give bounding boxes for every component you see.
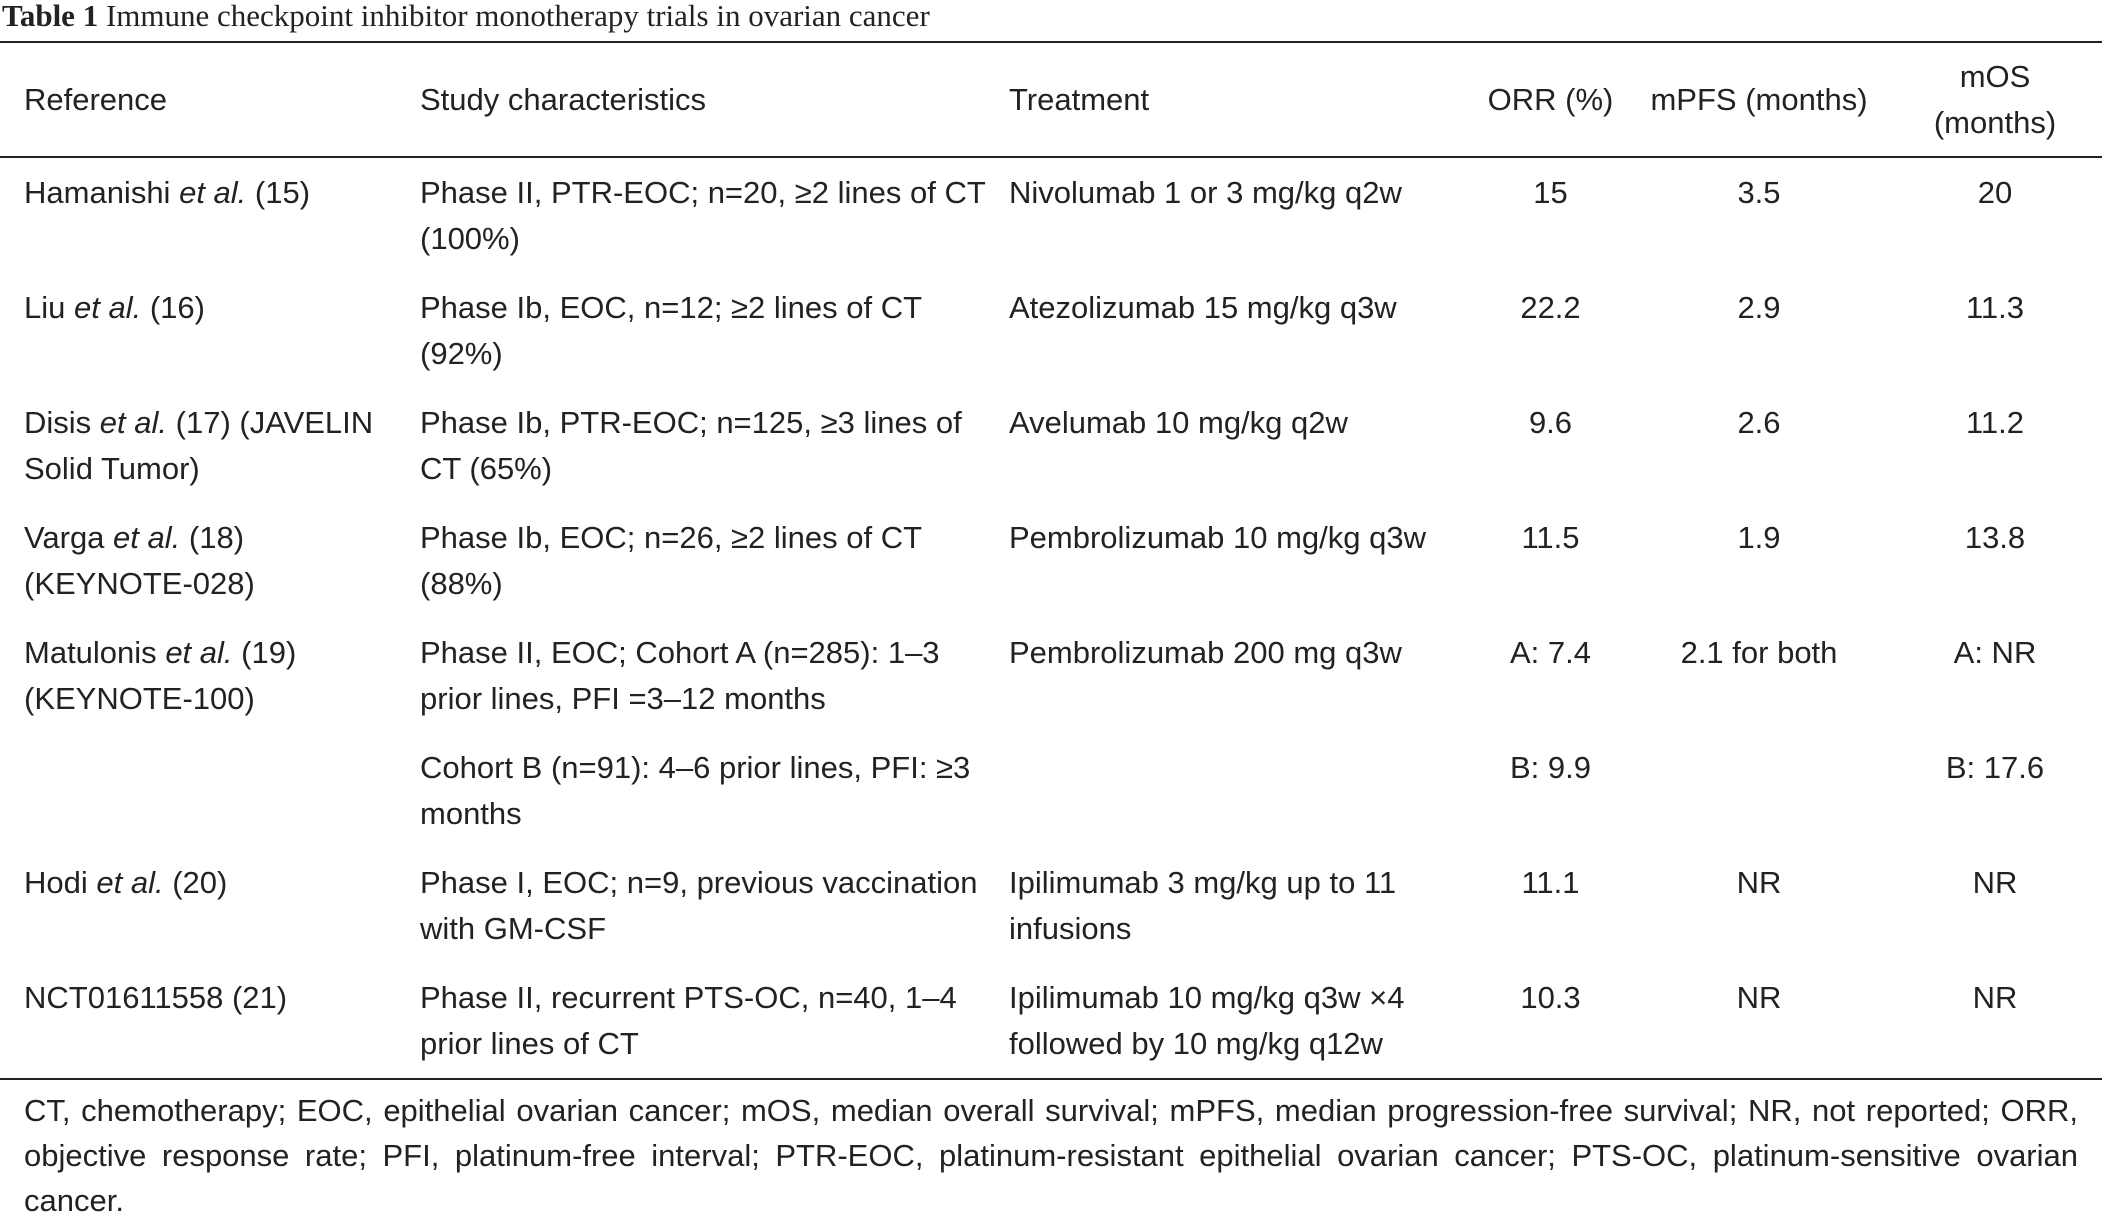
header-row: Reference Study characteristics Treatment O… <box>0 42 2102 157</box>
orr-cell: B: 9.9 <box>1510 750 1591 785</box>
author: Hodi <box>24 865 88 900</box>
author: Liu <box>24 290 66 325</box>
treatment-cell: Avelumab 10 mg/kg q2w <box>1009 405 1348 440</box>
caption-text: Immune checkpoint inhibitor monotherapy … <box>105 0 930 33</box>
header-text: ORR (%) <box>1487 81 1614 117</box>
orr-cell: A: 7.4 <box>1510 635 1591 670</box>
treatment-cell: Ipilimumab 10 mg/kg q3w ×4 followed by 1… <box>1009 980 1405 1061</box>
mpfs-cell: 2.1 for both <box>1680 635 1838 670</box>
header-text: mPFS (months) <box>1650 81 1868 117</box>
column-header: Reference <box>0 42 420 157</box>
mos-cell: B: 17.6 <box>1945 750 2045 785</box>
table-row: Hodi et al. (20) Phase I, EOC; n=9, previ… <box>0 848 2102 963</box>
orr-cell: 11.5 <box>1521 520 1580 555</box>
author: NCT01611558 <box>24 980 224 1015</box>
characteristics-cell: Phase I, EOC; n=9, previous vaccination … <box>420 865 978 946</box>
mpfs-cell: NR <box>1736 980 1782 1015</box>
mos-cell: 13.8 <box>1964 520 2026 555</box>
mos-cell: NR <box>1972 980 2018 1015</box>
et-al: et al. <box>113 520 181 555</box>
table-row: Disis et al. (17) (JAVELIN Solid Tumor) P… <box>0 388 2102 503</box>
header-text: mOS (months) <box>1933 58 2057 140</box>
table-row: NCT01611558 (21) Phase II, recurrent PTS-… <box>0 963 2102 1079</box>
citation: (18) (KEYNOTE-028) <box>24 520 255 601</box>
mpfs-cell: 3.5 <box>1737 175 1781 210</box>
mos-cell: 11.2 <box>1965 405 2025 440</box>
characteristics-cell: Cohort B (n=91): 4–6 prior lines, PFI: ≥… <box>420 750 971 831</box>
reference-cell: Liu et al. (16) <box>0 273 420 388</box>
citation: (20) <box>172 865 228 900</box>
characteristics-cell: Phase Ib, EOC, n=12; ≥2 lines of CT (92%… <box>420 290 922 371</box>
author: Varga <box>24 520 105 555</box>
mpfs-cell: 2.6 <box>1737 405 1781 440</box>
column-header: Treatment <box>1009 42 1479 157</box>
characteristics-cell: Phase II, PTR-EOC; n=20, ≥2 lines of CT … <box>420 175 986 256</box>
reference-cell: Matulonis et al. (19) (KEYNOTE-100) <box>0 618 420 733</box>
column-header: mPFS (months) <box>1630 42 1896 157</box>
header-text: Study characteristics <box>420 81 706 117</box>
citation: (19) (KEYNOTE-100) <box>24 635 297 716</box>
characteristics-cell: Phase II, EOC; Cohort A (n=285): 1–3 pri… <box>420 635 940 716</box>
header-text: Reference <box>24 81 168 117</box>
mos-cell: 11.3 <box>1965 290 2025 325</box>
reference-cell: Varga et al. (18) (KEYNOTE-028) <box>0 503 420 618</box>
orr-cell: 11.1 <box>1521 865 1580 900</box>
table-row: Matulonis et al. (19) (KEYNOTE-100) Phase… <box>0 618 2102 733</box>
reference-cell: Hodi et al. (20) <box>0 848 420 963</box>
caption-label: Table 1 <box>2 0 99 33</box>
orr-cell: 15 <box>1533 175 1568 210</box>
treatment-cell: Atezolizumab 15 mg/kg q3w <box>1009 290 1397 325</box>
characteristics-cell: Phase Ib, PTR-EOC; n=125, ≥3 lines of CT… <box>420 405 962 486</box>
header-text: Treatment <box>1009 81 1150 117</box>
et-al: et al. <box>96 865 164 900</box>
mpfs-cell: NR <box>1736 865 1782 900</box>
treatment-cell: Nivolumab 1 or 3 mg/kg q2w <box>1009 175 1402 210</box>
author: Disis <box>24 405 92 440</box>
et-al: et al. <box>74 290 142 325</box>
orr-cell: 10.3 <box>1520 980 1581 1015</box>
reference-cell: NCT01611558 (21) <box>0 963 420 1079</box>
et-al: et al. <box>99 405 168 440</box>
footnote: CT, chemotherapy; EOC, epithelial ovaria… <box>24 1093 2078 1215</box>
table-row: Liu et al. (16) Phase Ib, EOC, n=12; ≥2 l… <box>0 273 2102 388</box>
citation: (16) <box>149 290 205 325</box>
table-row: Hamanishi et al. (15) Phase II, PTR-EOC; … <box>0 157 2102 273</box>
reference-cell: Disis et al. (17) (JAVELIN Solid Tumor) <box>0 388 420 503</box>
table-body: Hamanishi et al. (15) Phase II, PTR-EOC; … <box>0 157 2102 1079</box>
citation: (15) <box>254 175 311 210</box>
citation: (17) (JAVELIN Solid Tumor) <box>24 405 374 486</box>
citation: (21) <box>231 980 288 1015</box>
orr-cell: 9.6 <box>1528 405 1573 440</box>
reference-cell: Hamanishi et al. (15) <box>0 157 420 273</box>
treatment-cell: Ipilimumab 3 mg/kg up to 11 infusions <box>1009 865 1397 946</box>
column-header: mOS (months) <box>1896 42 2102 157</box>
reference-cell <box>0 733 420 848</box>
mos-cell: A: NR <box>1953 635 2037 670</box>
characteristics-cell: Phase II, recurrent PTS-OC, n=40, 1–4 pr… <box>420 980 957 1061</box>
table: Reference Study characteristics Treatment O… <box>0 41 2102 1080</box>
mpfs-cell: 1.9 <box>1737 520 1781 555</box>
et-al: et al. <box>165 635 233 670</box>
table-row: Cohort B (n=91): 4–6 prior lines, PFI: ≥… <box>0 733 2102 848</box>
treatment-cell: Pembrolizumab 10 mg/kg q3w <box>1009 520 1426 555</box>
author: Matulonis <box>24 635 157 670</box>
mpfs-cell: 2.9 <box>1737 290 1781 325</box>
et-al: et al. <box>179 175 247 210</box>
mpfs-cell <box>1630 733 1896 848</box>
author: Hamanishi <box>24 175 171 210</box>
mos-cell: NR <box>1972 865 2018 900</box>
table-row: Varga et al. (18) (KEYNOTE-028) Phase Ib,… <box>0 503 2102 618</box>
orr-cell: 22.2 <box>1520 290 1581 325</box>
table-caption: Table 1 Immune checkpoint inhibitor mono… <box>0 0 2102 41</box>
characteristics-cell: Phase Ib, EOC; n=26, ≥2 lines of CT (88%… <box>420 520 922 601</box>
treatment-cell <box>1009 733 1479 848</box>
treatment-cell: Pembrolizumab 200 mg q3w <box>1009 635 1402 670</box>
column-header: Study characteristics <box>420 42 1009 157</box>
mos-cell: 20 <box>1977 175 2013 210</box>
column-header: ORR (%) <box>1479 42 1630 157</box>
